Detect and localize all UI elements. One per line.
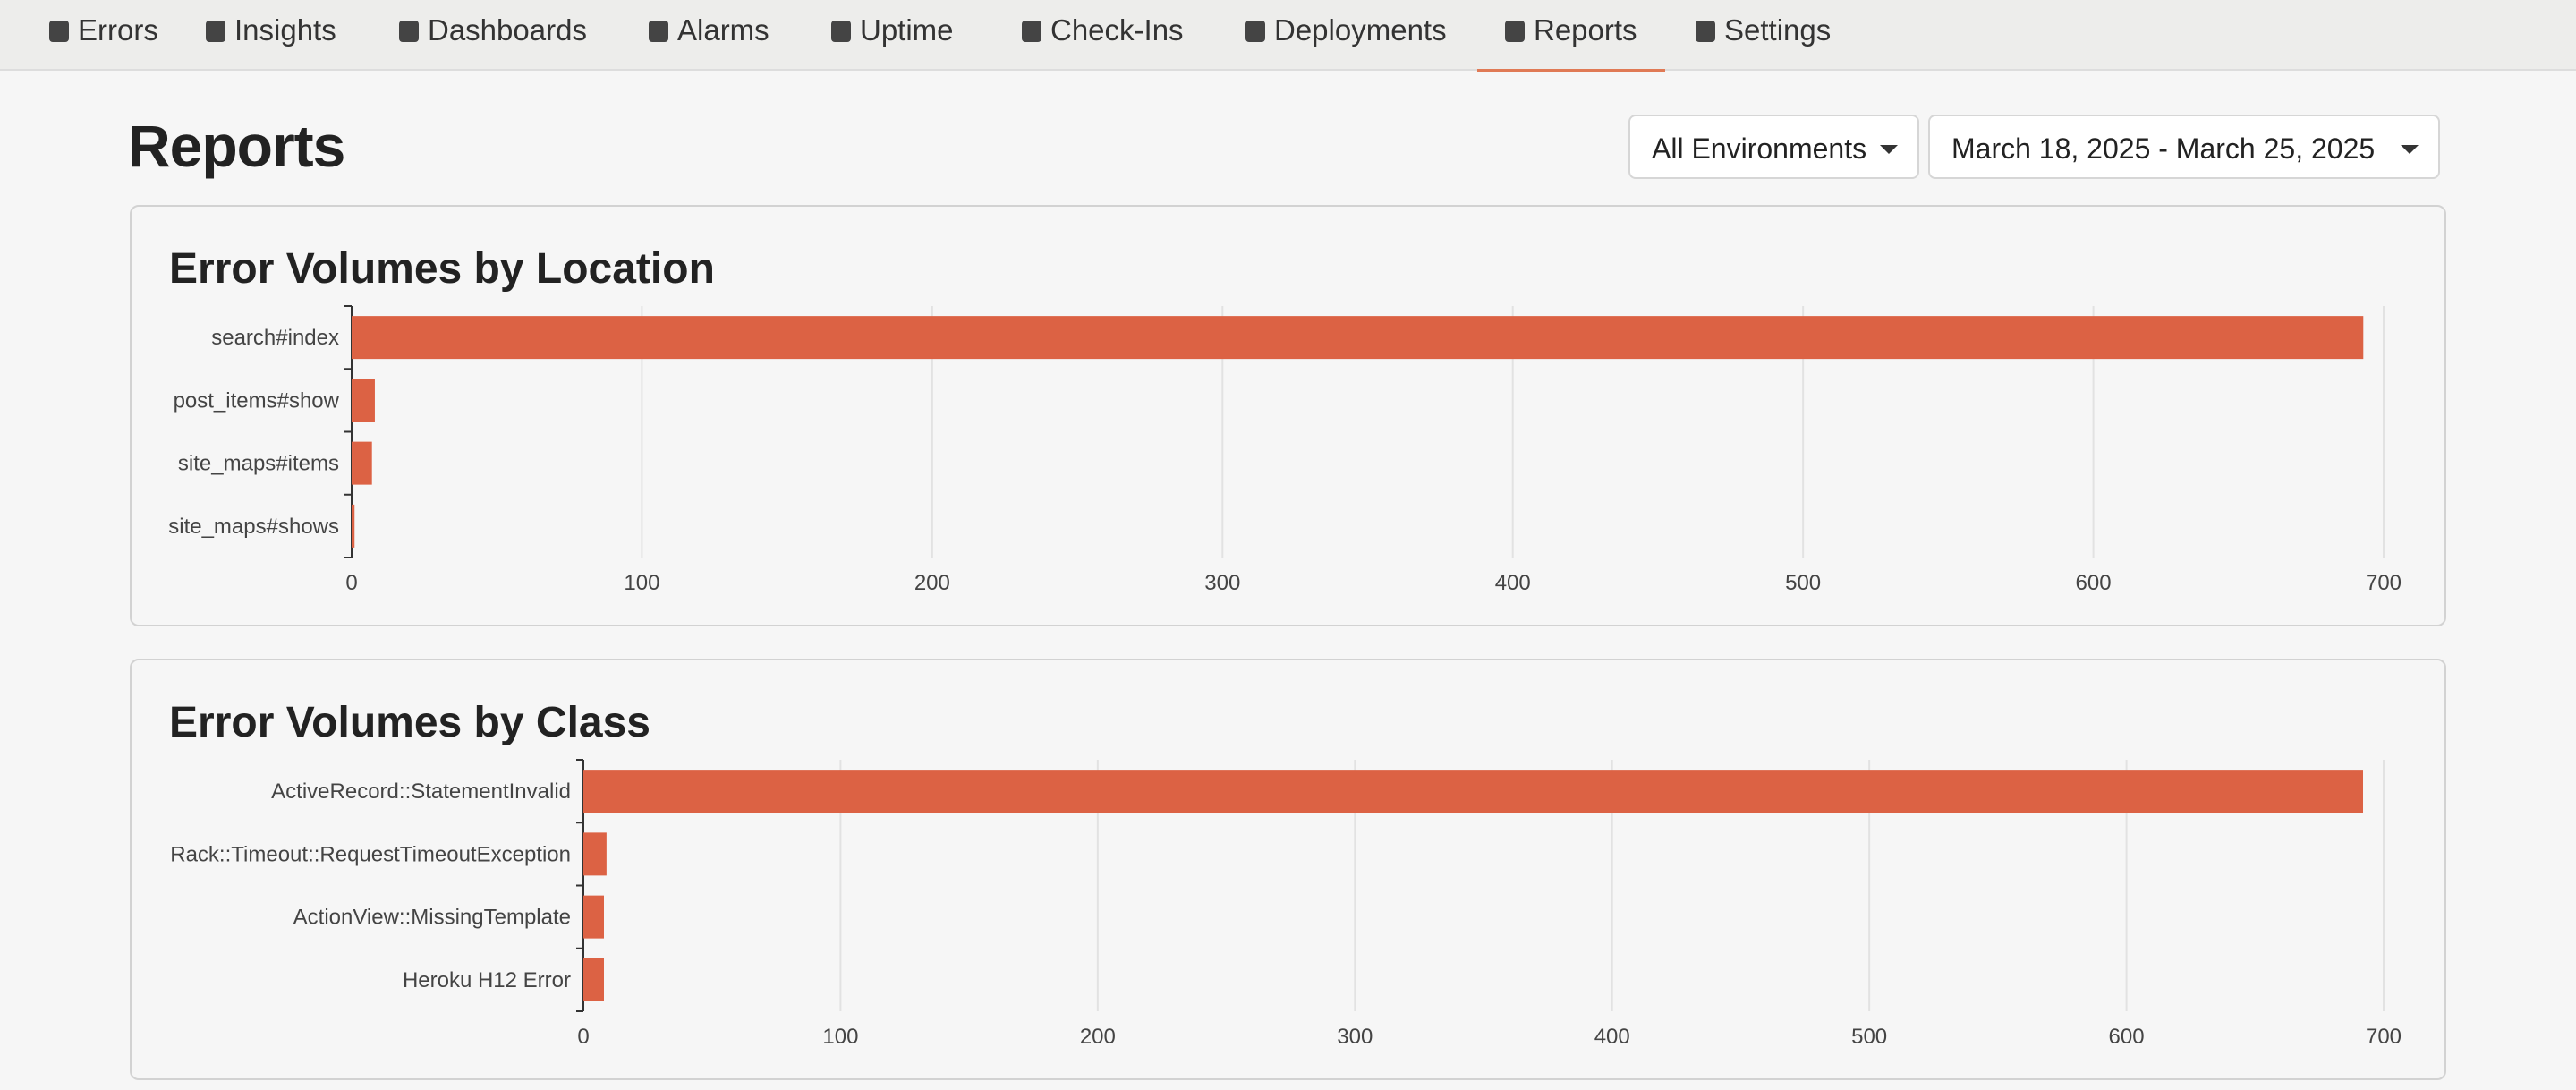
x-tick-label: 300 bbox=[1337, 1025, 1373, 1049]
nav-tab[interactable]: Check-Ins bbox=[1022, 0, 1184, 69]
bar bbox=[352, 379, 375, 422]
caret bbox=[2401, 145, 2419, 154]
x-tick-label: 100 bbox=[624, 571, 659, 595]
nav-icon bbox=[831, 21, 851, 42]
nav-label: Settings bbox=[1724, 13, 1832, 47]
x-tick-label: 500 bbox=[1851, 1025, 1887, 1049]
x-tick-label: 400 bbox=[1495, 571, 1531, 595]
y-tick-label: ActionView::MissingTemplate bbox=[293, 906, 571, 930]
nav-label: Deployments bbox=[1274, 13, 1447, 47]
chart-card: Error Volumes by Location 0 100 200 300 400 50… bbox=[130, 205, 2446, 626]
caret bbox=[1880, 145, 1898, 154]
bar bbox=[583, 832, 607, 876]
y-tick-label: site_maps#shows bbox=[168, 515, 339, 539]
x-tick-label: 400 bbox=[1594, 1025, 1630, 1049]
x-tick-label: 0 bbox=[345, 571, 357, 595]
page-title: Reports bbox=[128, 113, 345, 179]
nav-label: Uptime bbox=[860, 13, 954, 47]
nav-icon bbox=[649, 21, 668, 42]
nav-tab[interactable]: Dashboards bbox=[399, 0, 587, 69]
nav-tab[interactable]: Insights bbox=[206, 0, 336, 69]
x-tick-label: 600 bbox=[2076, 571, 2112, 595]
nav-icon bbox=[49, 21, 69, 42]
y-tick-label: ActiveRecord::StatementInvalid bbox=[271, 779, 571, 804]
dropdown-label: March 18, 2025 - March 25, 2025 bbox=[1951, 132, 2376, 165]
nav-icon bbox=[1022, 21, 1041, 42]
chart-title: Error Volumes by Location bbox=[169, 245, 715, 293]
nav-label: Reports bbox=[1534, 13, 1637, 47]
nav-icon bbox=[206, 21, 225, 42]
nav-tab[interactable]: Errors bbox=[49, 0, 158, 69]
nav-tab[interactable]: Reports bbox=[1477, 0, 1665, 72]
bar bbox=[352, 316, 2364, 360]
dropdown-label: All Environments bbox=[1652, 132, 1867, 165]
nav-icon bbox=[1245, 21, 1265, 42]
nav-icon bbox=[1696, 21, 1715, 42]
nav-tab[interactable]: Settings bbox=[1696, 0, 1831, 69]
nav-icon bbox=[1505, 21, 1525, 42]
nav-bar: Errors Insights Dashboards Alarms Uptime Chec… bbox=[0, 0, 2576, 72]
nav-label: Insights bbox=[234, 13, 336, 47]
chart: Error Volumes by Class 0 100 200 300 400 500 60… bbox=[169, 699, 2402, 1049]
nav-label: Errors bbox=[78, 13, 158, 47]
nav-tab[interactable]: Deployments bbox=[1245, 0, 1447, 69]
nav-label: Dashboards bbox=[428, 13, 587, 47]
y-tick-label: search#index bbox=[211, 326, 339, 350]
bar bbox=[583, 895, 604, 939]
y-tick-label: post_items#show bbox=[174, 388, 340, 413]
x-tick-label: 0 bbox=[577, 1025, 589, 1049]
bar bbox=[583, 770, 2364, 813]
nav-tab[interactable]: Uptime bbox=[831, 0, 954, 69]
x-tick-label: 200 bbox=[1080, 1025, 1116, 1049]
bar bbox=[583, 958, 604, 1001]
x-tick-label: 200 bbox=[914, 571, 950, 595]
y-tick-label: site_maps#items bbox=[178, 452, 339, 476]
chart: Error Volumes by Location 0 100 200 300 400 50… bbox=[168, 245, 2402, 595]
y-tick-label: Rack::Timeout::RequestTimeoutException bbox=[170, 842, 571, 866]
x-tick-label: 600 bbox=[2109, 1025, 2145, 1049]
chart-title: Error Volumes by Class bbox=[169, 699, 650, 746]
x-tick-label: 100 bbox=[822, 1025, 858, 1049]
environment-dropdown[interactable]: All Environments bbox=[1628, 115, 1919, 179]
nav-icon bbox=[399, 21, 419, 42]
date-range-dropdown[interactable]: March 18, 2025 - March 25, 2025 bbox=[1928, 115, 2440, 179]
x-tick-label: 500 bbox=[1785, 571, 1821, 595]
chart-card: Error Volumes by Class 0 100 200 300 400 500 60… bbox=[130, 659, 2446, 1080]
nav-label: Alarms bbox=[677, 13, 769, 47]
x-tick-label: 700 bbox=[2366, 1025, 2402, 1049]
bar bbox=[352, 504, 355, 548]
x-tick-label: 700 bbox=[2366, 571, 2402, 595]
y-tick-label: Heroku H12 Error bbox=[403, 968, 571, 992]
nav-tab[interactable]: Alarms bbox=[649, 0, 769, 69]
x-tick-label: 300 bbox=[1204, 571, 1240, 595]
nav-label: Check-Ins bbox=[1050, 13, 1184, 47]
bar bbox=[352, 441, 372, 485]
